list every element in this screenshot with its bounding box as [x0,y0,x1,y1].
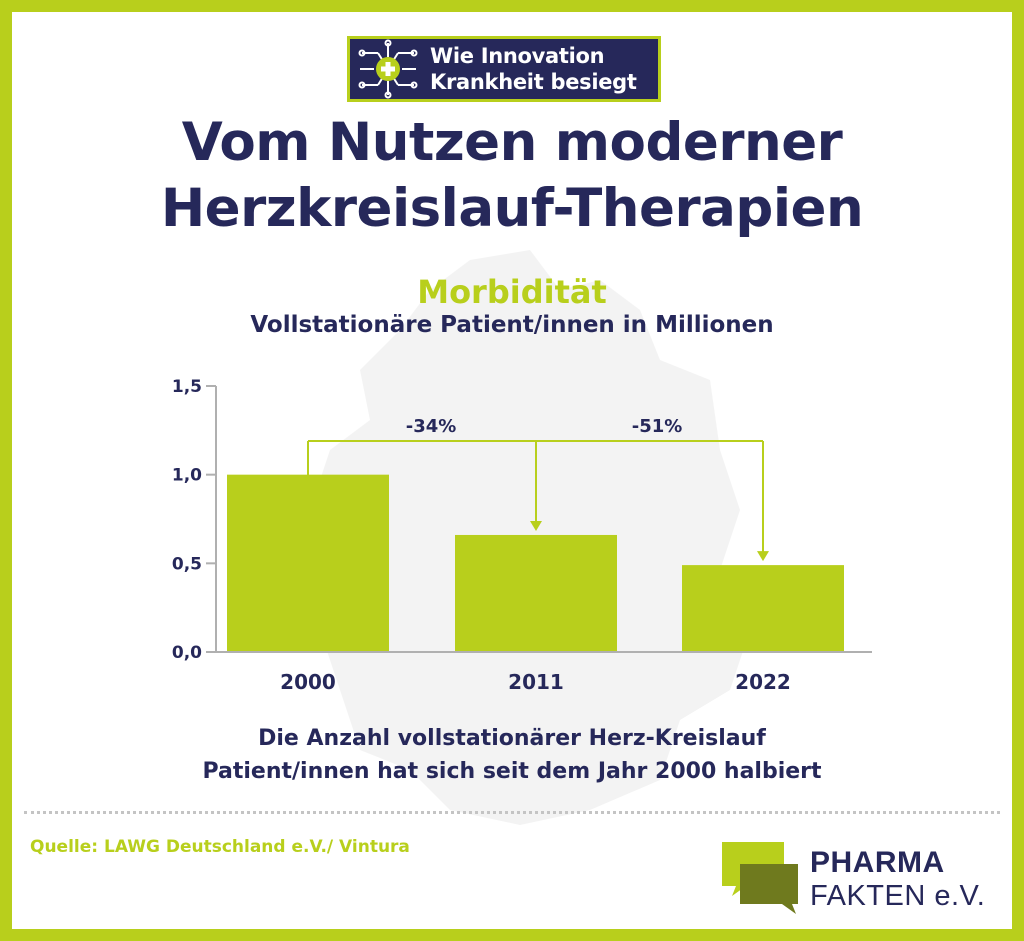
logo-line2: FAKTEN e.V. [810,880,986,912]
annotation-label-2011: -34% [406,416,457,437]
logo-line1: PHARMA [810,846,945,879]
speech-bubbles-icon [722,842,798,914]
bar-2011 [455,534,617,652]
x-tick-label-2011: 2011 [508,670,564,694]
pharma-fakten-logo: PHARMA FAKTEN e.V. [722,840,992,920]
y-tick-label: 1,0 [172,466,202,486]
badge-line2: Krankheit besiegt [430,70,637,94]
badge-text: Wie Innovation Krankheit besiegt [430,43,637,95]
caption-line2: Patient/innen hat sich seit dem Jahr 200… [202,759,822,784]
x-tick-label-2022: 2022 [735,670,791,694]
dotted-divider [24,811,1000,814]
chart-title: Morbidität [417,273,607,311]
y-tick-label: 0,5 [172,554,202,574]
page-title: Vom Nutzen moderner Herzkreislauf-Therap… [0,110,1024,242]
x-tick-label-2000: 2000 [280,670,336,694]
chart-caption: Die Anzahl vollstationärer Herz-Kreislau… [0,722,1024,788]
title-line1: Vom Nutzen moderner [181,112,843,173]
arrow-head-2022 [757,551,769,562]
arrow-head-2011 [530,520,542,531]
bar-2022 [682,565,844,652]
series-badge: Wie Innovation Krankheit besiegt [347,36,661,102]
caption-line1: Die Anzahl vollstationärer Herz-Kreislau… [258,726,766,751]
circuit-plus-icon [358,39,418,99]
source-note: Quelle: LAWG Deutschland e.V./ Vintura [30,837,410,857]
badge-line1: Wie Innovation [430,44,605,68]
annotation-label-2022: -51% [632,416,683,437]
y-tick-label: 0,0 [172,643,202,663]
title-line2: Herzkreislauf-Therapien [160,178,864,239]
y-tick-label: 1,5 [172,377,202,397]
chart-subtitle: Vollstationäre Patient/innen in Millione… [250,312,774,338]
